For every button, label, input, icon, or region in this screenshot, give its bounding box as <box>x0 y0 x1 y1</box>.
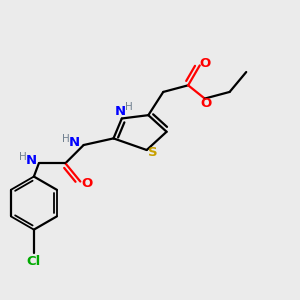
Text: O: O <box>200 57 211 70</box>
Text: N: N <box>69 136 80 148</box>
Text: N: N <box>115 104 126 118</box>
Text: Cl: Cl <box>27 255 41 268</box>
Text: H: H <box>19 152 26 162</box>
Text: H: H <box>125 102 133 112</box>
Text: S: S <box>148 146 158 159</box>
Text: O: O <box>81 176 92 190</box>
Text: O: O <box>201 98 212 110</box>
Text: N: N <box>26 154 37 167</box>
Text: H: H <box>62 134 70 144</box>
